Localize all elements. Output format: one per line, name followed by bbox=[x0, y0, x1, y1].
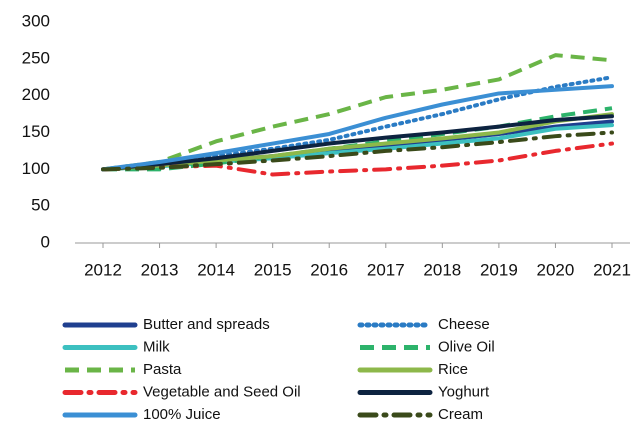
y-tick-label: 100 bbox=[22, 159, 50, 178]
x-tick-label: 2013 bbox=[141, 260, 179, 279]
legend-label: Vegetable and Seed Oil bbox=[143, 383, 301, 400]
legend-label: Pasta bbox=[143, 361, 182, 378]
y-tick-label: 150 bbox=[22, 122, 50, 141]
legend-label: Olive Oil bbox=[438, 338, 495, 355]
legend-label: 100% Juice bbox=[143, 406, 221, 423]
y-tick-label: 50 bbox=[31, 196, 50, 215]
legend-label: Yoghurt bbox=[438, 383, 490, 400]
series-line bbox=[101, 114, 614, 172]
legend-label: Milk bbox=[143, 338, 170, 355]
legend-label: Butter and spreads bbox=[143, 316, 270, 333]
x-tick-label: 2021 bbox=[593, 260, 631, 279]
y-tick-label: 250 bbox=[22, 48, 50, 67]
x-tick-label: 2014 bbox=[197, 260, 235, 279]
x-tick-label: 2015 bbox=[254, 260, 292, 279]
y-tick-label: 300 bbox=[22, 11, 50, 30]
legend-label: Cheese bbox=[438, 316, 490, 333]
x-tick-label: 2017 bbox=[367, 260, 405, 279]
y-tick-label: 200 bbox=[22, 85, 50, 104]
x-tick-label: 2019 bbox=[480, 260, 518, 279]
series-line bbox=[101, 84, 614, 172]
x-tick-label: 2020 bbox=[537, 260, 575, 279]
x-tick-label: 2012 bbox=[84, 260, 122, 279]
y-tick-label: 0 bbox=[41, 232, 50, 251]
legend-label: Cream bbox=[438, 406, 483, 423]
x-tick-label: 2018 bbox=[423, 260, 461, 279]
legend-label: Rice bbox=[438, 361, 468, 378]
x-tick-label: 2016 bbox=[310, 260, 348, 279]
series-line bbox=[101, 130, 614, 172]
